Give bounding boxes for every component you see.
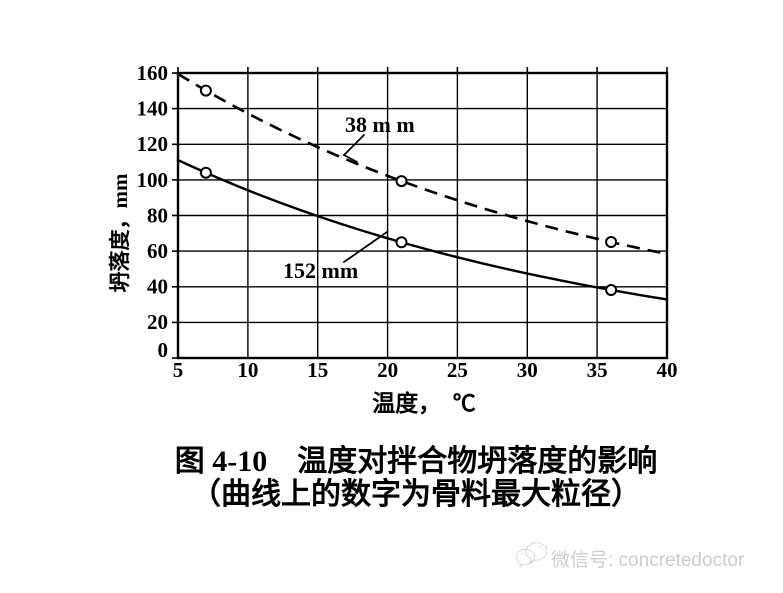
- svg-text:40: 40: [147, 275, 168, 299]
- svg-text:38 m m: 38 m m: [345, 112, 415, 137]
- svg-text:25: 25: [447, 358, 468, 382]
- svg-text:60: 60: [147, 239, 168, 263]
- svg-text:微信号: concretedoctor: 微信号: concretedoctor: [551, 549, 745, 571]
- svg-text:温度， ℃: 温度， ℃: [372, 390, 476, 416]
- svg-text:坍落度，mm: 坍落度，mm: [108, 173, 132, 292]
- svg-text:30: 30: [517, 358, 538, 382]
- svg-text:10: 10: [237, 358, 258, 382]
- svg-text:120: 120: [137, 132, 169, 156]
- svg-text:80: 80: [147, 204, 168, 228]
- svg-text:15: 15: [307, 358, 328, 382]
- svg-text:152 mm: 152 mm: [283, 258, 358, 283]
- svg-text:5: 5: [173, 358, 184, 382]
- svg-text:100: 100: [137, 168, 169, 192]
- svg-text:160: 160: [137, 61, 169, 85]
- svg-text:40: 40: [657, 358, 678, 382]
- svg-text:35: 35: [587, 358, 608, 382]
- svg-text:0: 0: [158, 338, 169, 362]
- svg-text:（曲线上的数字为骨料最大粒径）: （曲线上的数字为骨料最大粒径）: [191, 477, 641, 511]
- svg-text:140: 140: [137, 97, 169, 121]
- svg-text:20: 20: [377, 358, 398, 382]
- svg-text:图 4-10 温度对拌合物坍落度的影响: 图 4-10 温度对拌合物坍落度的影响: [175, 444, 658, 478]
- svg-text:20: 20: [147, 310, 168, 334]
